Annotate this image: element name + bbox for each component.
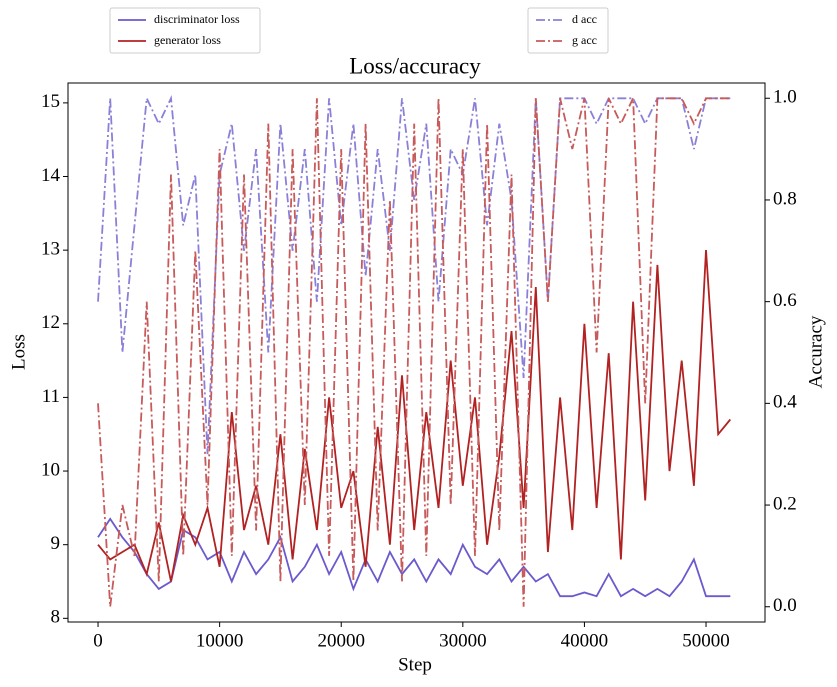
plot-frame bbox=[67, 82, 766, 623]
y-tick-label: 15 bbox=[41, 91, 60, 112]
y2-tick-label: 0.4 bbox=[773, 392, 797, 413]
chart-title: Loss/accuracy bbox=[349, 53, 481, 78]
y-tick-label: 9 bbox=[51, 533, 61, 554]
legend-label: generator loss bbox=[154, 33, 221, 47]
x-tick-label: 50000 bbox=[682, 630, 730, 651]
legend-box bbox=[109, 7, 261, 54]
legend-label: g acc bbox=[572, 33, 597, 47]
y2-tick-label: 0.6 bbox=[773, 290, 797, 311]
y-tick-label: 8 bbox=[51, 607, 61, 628]
y2-tick-label: 0.8 bbox=[773, 188, 797, 209]
y-axis-label: Loss bbox=[8, 334, 29, 370]
y-tick-label: 10 bbox=[41, 459, 60, 480]
x-tick-label: 0 bbox=[93, 630, 103, 651]
series-line bbox=[97, 250, 731, 582]
y2-tick-label: 0.0 bbox=[773, 595, 797, 616]
legend-label: discriminator loss bbox=[154, 12, 240, 26]
x-tick-label: 30000 bbox=[439, 630, 487, 651]
x-tick-label: 10000 bbox=[196, 630, 244, 651]
series-line bbox=[97, 94, 731, 455]
x-tick-label: 20000 bbox=[317, 630, 365, 651]
series-line bbox=[97, 517, 731, 598]
x-tick-label: 40000 bbox=[561, 630, 609, 651]
y-tick-label: 14 bbox=[41, 165, 61, 186]
y2-tick-label: 1.0 bbox=[773, 87, 797, 108]
y-tick-label: 11 bbox=[42, 386, 60, 407]
x-axis-label: Step bbox=[398, 654, 432, 675]
y2-axis-label: Accuracy bbox=[805, 315, 826, 388]
y-tick-label: 12 bbox=[41, 312, 60, 333]
y-tick-label: 13 bbox=[41, 239, 60, 260]
legend-label: d acc bbox=[572, 12, 597, 26]
series-line bbox=[97, 97, 731, 607]
y2-tick-label: 0.2 bbox=[773, 493, 797, 514]
